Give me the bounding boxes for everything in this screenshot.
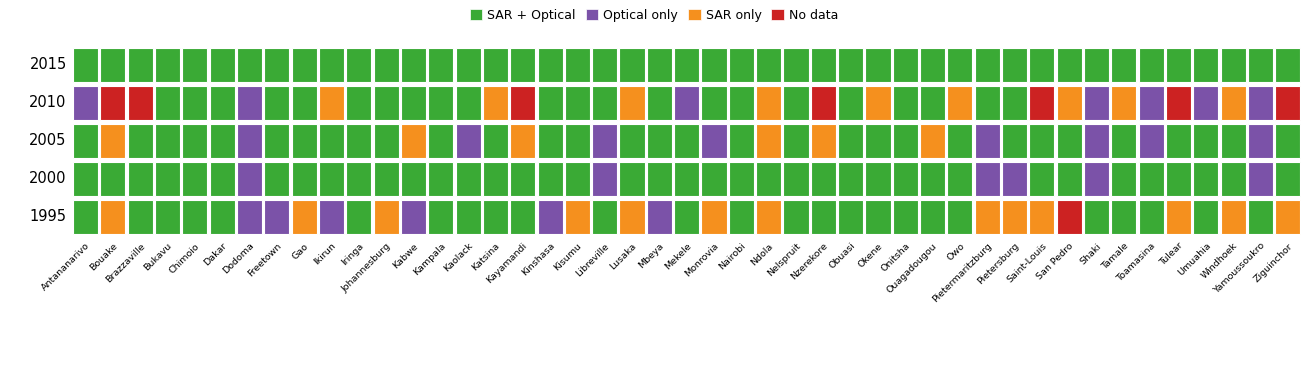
Text: Dodoma: Dodoma <box>221 241 256 276</box>
Text: Libreville: Libreville <box>574 241 611 278</box>
Text: Saint-Louis: Saint-Louis <box>1005 241 1048 285</box>
Text: Bouake: Bouake <box>88 241 119 272</box>
Text: Obuasi: Obuasi <box>828 241 857 271</box>
Text: Nelspruit: Nelspruit <box>765 241 802 278</box>
Text: Shaki: Shaki <box>1078 241 1103 266</box>
Text: Tulear: Tulear <box>1159 241 1185 268</box>
Text: Ikirun: Ikirun <box>313 241 337 267</box>
Text: Owo: Owo <box>946 241 967 263</box>
Text: Okene: Okene <box>857 241 884 269</box>
Text: Yamoussoukro: Yamoussoukro <box>1213 241 1267 296</box>
Text: Onitsha: Onitsha <box>879 241 912 274</box>
Text: Monrovia: Monrovia <box>683 241 721 279</box>
Text: Gao: Gao <box>290 241 310 261</box>
Text: Chimoio: Chimoio <box>167 241 201 275</box>
Text: Katsina: Katsina <box>471 241 502 272</box>
Text: Tamale: Tamale <box>1100 241 1130 271</box>
Text: 2000: 2000 <box>29 171 67 186</box>
Text: Freetown: Freetown <box>246 241 284 278</box>
Text: Iringa: Iringa <box>340 241 365 267</box>
Text: 1995: 1995 <box>30 209 67 224</box>
Text: Pietersburg: Pietersburg <box>976 241 1022 286</box>
Text: Toamasina: Toamasina <box>1116 241 1158 283</box>
Text: Mbeya: Mbeya <box>637 241 666 270</box>
Text: Brazzaville: Brazzaville <box>103 241 146 284</box>
Text: Johannesburg: Johannesburg <box>340 241 392 294</box>
Text: Kisumu: Kisumu <box>553 241 583 272</box>
Text: 2010: 2010 <box>29 95 67 110</box>
Text: Dakar: Dakar <box>203 241 229 268</box>
Text: Mekele: Mekele <box>663 241 693 271</box>
Legend: SAR + Optical, Optical only, SAR only, No data: SAR + Optical, Optical only, SAR only, N… <box>467 6 841 24</box>
Text: Nairobi: Nairobi <box>718 241 748 271</box>
Text: Windhoek: Windhoek <box>1199 241 1240 281</box>
Text: Kampala: Kampala <box>412 241 447 277</box>
Text: Ndola: Ndola <box>749 241 776 267</box>
Text: San Pedro: San Pedro <box>1036 241 1075 281</box>
Text: Bukavu: Bukavu <box>143 241 174 272</box>
Text: Nzerekore: Nzerekore <box>789 241 829 282</box>
Text: Ziguinchor: Ziguinchor <box>1252 241 1294 283</box>
Text: Lusaka: Lusaka <box>608 241 638 271</box>
Text: Ouagadougou: Ouagadougou <box>886 241 939 295</box>
Text: Umuahia: Umuahia <box>1176 241 1213 278</box>
Text: Kaolack: Kaolack <box>442 241 475 274</box>
Text: Kabwe: Kabwe <box>391 241 420 270</box>
Text: Kinshasa: Kinshasa <box>521 241 556 278</box>
Text: Kayamandi: Kayamandi <box>485 241 530 285</box>
Text: 2005: 2005 <box>29 133 67 148</box>
Text: Antananarivo: Antananarivo <box>41 241 92 293</box>
Text: 2015: 2015 <box>30 57 67 72</box>
Text: Pietermaritzburg: Pietermaritzburg <box>931 241 994 304</box>
